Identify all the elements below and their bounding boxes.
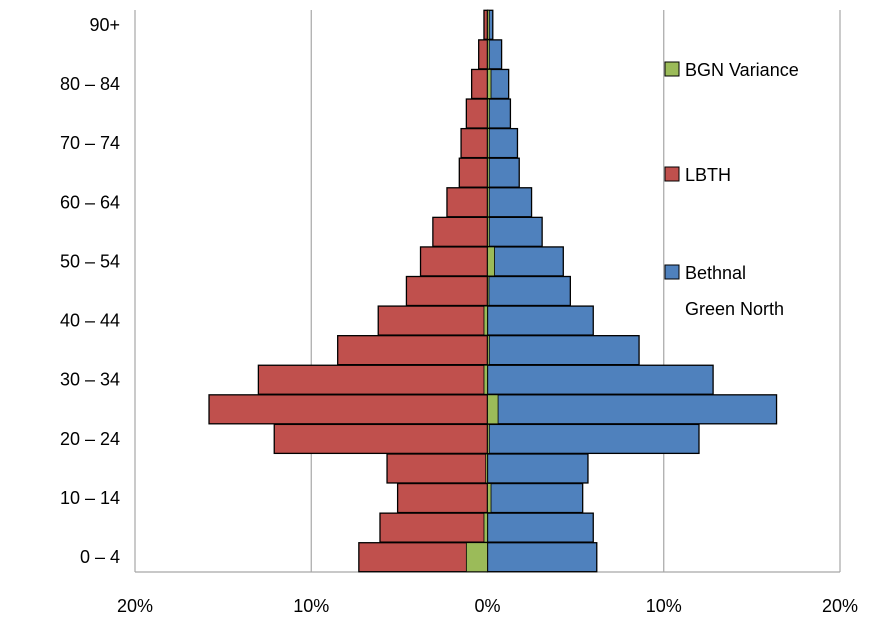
bar-lbth [379, 512, 489, 543]
y-tick-label: 40 – 44 [60, 311, 120, 331]
bar-bgn-variance [483, 305, 488, 336]
y-tick-label: 10 – 14 [60, 488, 120, 508]
bar-bgn-variance [487, 216, 490, 247]
x-tick-label: 10% [293, 596, 329, 616]
bar-lbth [386, 453, 489, 484]
bar-bgn-variance [487, 128, 490, 158]
y-tick-label: 20 – 24 [60, 429, 120, 449]
y-tick-label: 70 – 74 [60, 133, 120, 153]
bar-lbth [405, 275, 489, 307]
bar-bethnal-green-north [486, 394, 778, 425]
bar-bgn-variance [487, 246, 495, 277]
bar-lbth [470, 68, 489, 100]
y-tick-label: 0 – 4 [80, 547, 120, 567]
bar-lbth [446, 187, 489, 218]
bar-bgn-variance [487, 276, 490, 306]
y-axis-tick-labels: 0 – 4 10 – 14 20 – 24 30 – 34 40 – 44 50 – 54… [60, 15, 120, 567]
bar-bgn-variance [487, 187, 490, 218]
bar-lbth [465, 98, 489, 129]
bar-bethnal-green-north [486, 482, 584, 514]
bar-bgn-variance [487, 394, 499, 425]
bar-lbth [419, 246, 489, 277]
y-tick-label: 90+ [89, 15, 120, 35]
bar-bgn-variance [487, 157, 490, 188]
bar-bethnal-green-north [486, 275, 571, 307]
bar-bgn-variance [487, 39, 490, 70]
bar-lbth [432, 216, 489, 247]
bar-lbth [337, 335, 489, 366]
bar-bgn-variance [487, 69, 492, 99]
bar-bethnal-green-north [486, 335, 640, 366]
legend-label: Bethnal [685, 263, 746, 283]
bar-lbth [460, 127, 489, 159]
bar-bethnal-green-north [486, 364, 714, 395]
bar-bethnal-green-north [486, 512, 594, 543]
bar-lbth [458, 157, 489, 188]
bars [208, 9, 778, 573]
bar-bethnal-green-north [486, 98, 512, 129]
legend-swatch [664, 61, 680, 77]
bar-bgn-variance [487, 9, 490, 40]
bar-bgn-variance [487, 424, 490, 454]
bar-lbth [396, 482, 489, 514]
x-axis-tick-labels: 20% 10% 0% 10% 20% [117, 596, 858, 616]
bar-bethnal-green-north [486, 423, 700, 455]
y-tick-label: 30 – 34 [60, 370, 120, 390]
x-tick-label: 20% [117, 596, 153, 616]
bar-bethnal-green-north [486, 157, 520, 188]
bar-bethnal-green-north [486, 305, 594, 336]
bar-bethnal-green-north [486, 187, 533, 218]
bar-bethnal-green-north [486, 246, 564, 277]
bar-bgn-variance [487, 98, 490, 129]
legend-swatch [664, 166, 680, 182]
legend-label: LBTH [685, 165, 731, 185]
legend-label: Green North [685, 299, 784, 319]
bar-lbth [478, 39, 489, 70]
legend-label: BGN Variance [685, 60, 799, 80]
y-tick-label: 60 – 64 [60, 192, 120, 212]
bar-bgn-variance [487, 335, 490, 366]
legend-swatch [664, 264, 680, 280]
y-tick-label: 50 – 54 [60, 251, 120, 271]
bar-bethnal-green-north [486, 216, 543, 247]
y-tick-label: 80 – 84 [60, 74, 120, 94]
bar-bgn-variance [483, 512, 488, 543]
bar-lbth [208, 394, 489, 425]
bar-lbth [377, 305, 489, 336]
bar-bgn-variance [485, 453, 488, 484]
bar-lbth [273, 423, 489, 455]
bar-bethnal-green-north [486, 453, 589, 484]
bar-bgn-variance [487, 483, 492, 513]
x-tick-label: 20% [822, 596, 858, 616]
bar-bethnal-green-north [486, 127, 519, 159]
x-tick-label: 0% [474, 596, 500, 616]
bar-lbth [257, 364, 489, 395]
x-tick-label: 10% [646, 596, 682, 616]
bar-bgn-variance [483, 364, 488, 395]
legend: BGN Variance LBTH Bethnal Green North [664, 60, 799, 319]
bar-bethnal-green-north [486, 542, 598, 573]
bar-bgn-variance [465, 542, 488, 573]
